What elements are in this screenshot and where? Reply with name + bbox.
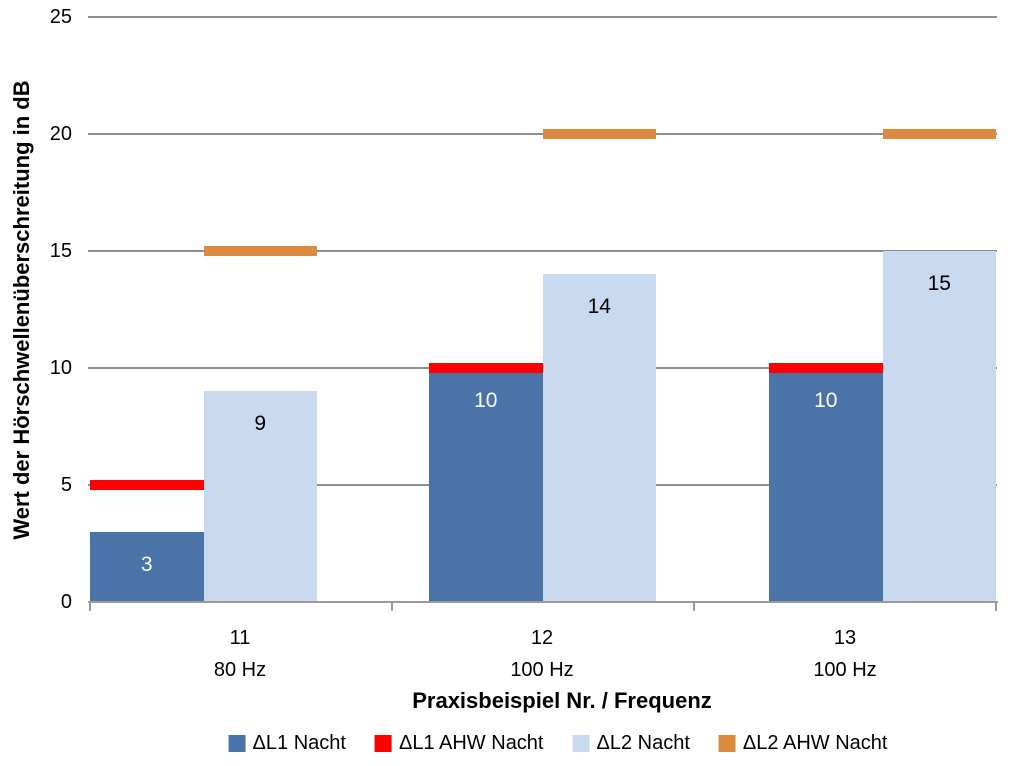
y-axis-title: Wert der Hörschwellenüberschreitung in d… (9, 80, 34, 540)
threshold-marker-δl2-ahw-nacht-cat1 (203, 246, 317, 256)
legend-swatch-icon (572, 734, 590, 752)
gridline-25 (88, 16, 997, 18)
category-frequency: 100 Hz (510, 659, 574, 681)
legend-label: ΔL2 AHW Nacht (742, 732, 888, 754)
category-label-12: 12 100 Hz (510, 622, 573, 686)
bar-value-label: 15 (927, 272, 951, 295)
y-tick-label-10: 10 (49, 357, 72, 379)
bar-value-label: 10 (474, 389, 498, 412)
legend-swatch-icon (228, 734, 246, 752)
threshold-marker-δl1-ahw-nacht-cat2 (429, 363, 543, 373)
legend: ΔL1 Nacht ΔL1 AHW Nacht ΔL2 Nacht ΔL2 AHW N… (228, 732, 888, 754)
x-axis-tick-0 (89, 603, 91, 611)
legend-swatch-icon (718, 734, 736, 752)
category-nr: 13 (833, 627, 857, 649)
legend-label: ΔL1 AHW Nacht (398, 732, 544, 754)
threshold-marker-δl2-ahw-nacht-cat3 (882, 129, 996, 139)
bar-δl1-nacht-cat2 (429, 368, 543, 602)
bar-δl2-nacht-cat3 (882, 251, 996, 602)
threshold-marker-δl2-ahw-nacht-cat2 (542, 129, 656, 139)
legend-label: ΔL2 Nacht (596, 732, 690, 754)
legend-swatch-icon (374, 734, 392, 752)
bar-δl2-nacht-cat2 (542, 274, 656, 602)
x-axis-tick-1 (391, 603, 393, 611)
x-axis-tick-3 (995, 603, 997, 611)
legend-item-δl2-nacht: ΔL2 Nacht (572, 732, 690, 754)
legend-item-δl2-ahw-nacht: ΔL2 AHW Nacht (718, 732, 888, 754)
y-tick-label-25: 25 (49, 6, 72, 28)
legend-item-δl1-ahw-nacht: ΔL1 AHW Nacht (374, 732, 544, 754)
category-nr: 12 (530, 627, 554, 649)
bar-δl1-nacht-cat1 (90, 531, 204, 602)
x-axis-title: Praxisbeispiel Nr. / Frequenz (412, 688, 712, 713)
category-nr: 11 (229, 627, 251, 649)
y-tick-label-15: 15 (49, 240, 72, 262)
category-frequency: 100 Hz (813, 659, 877, 681)
y-tick-label-20: 20 (49, 123, 72, 145)
threshold-marker-δl1-ahw-nacht-cat1 (90, 480, 204, 490)
bar-δl2-nacht-cat1 (203, 391, 317, 602)
legend-item-δl1-nacht: ΔL1 Nacht (228, 732, 346, 754)
y-tick-label-0: 0 (60, 591, 72, 613)
bar-value-label: 14 (587, 295, 611, 319)
bar-value-label: 9 (254, 412, 267, 436)
gridline-15 (88, 250, 997, 252)
x-axis-tick-2 (693, 603, 695, 611)
bar-δl1-nacht-cat3 (769, 368, 883, 602)
x-axis-line (88, 600, 998, 603)
bar-value-label: 3 (140, 552, 153, 576)
y-tick-label-5: 5 (60, 474, 72, 496)
category-label-13: 13 100 Hz (813, 622, 876, 686)
bar-value-label: 10 (814, 389, 838, 412)
legend-label: ΔL1 Nacht (252, 732, 346, 754)
threshold-marker-δl1-ahw-nacht-cat3 (769, 363, 883, 373)
category-frequency: 80 Hz (213, 659, 267, 681)
category-label-11: 11 80 Hz (214, 622, 266, 686)
